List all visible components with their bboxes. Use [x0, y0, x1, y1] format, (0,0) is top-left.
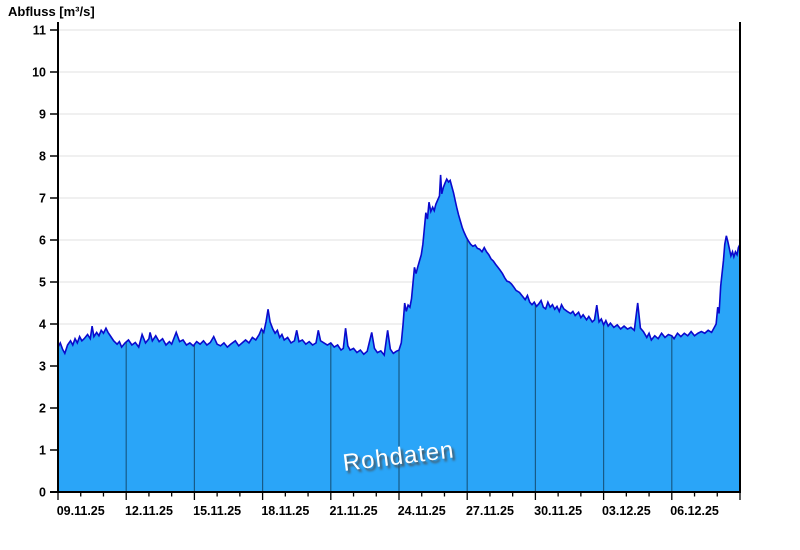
- y-tick-label: 2: [39, 402, 46, 416]
- x-tick-label: 15.11.25: [193, 504, 241, 518]
- y-tick-label: 10: [32, 66, 46, 80]
- x-tick-label: 03.12.25: [602, 504, 651, 518]
- x-tick-label: 27.11.25: [466, 504, 514, 518]
- x-tick-label: 09.11.25: [57, 504, 105, 518]
- chart-title: Abfluss [m³/s]: [8, 4, 95, 19]
- y-tick-label: 3: [39, 360, 46, 374]
- x-tick-label: 06.12.25: [670, 504, 719, 518]
- y-tick-label: 4: [39, 318, 46, 332]
- x-tick-label: 21.11.25: [330, 504, 378, 518]
- discharge-line: [57, 174, 741, 358]
- y-tick-label: 5: [39, 276, 46, 290]
- y-tick-label: 6: [39, 234, 46, 248]
- x-tick-label: 18.11.25: [261, 504, 309, 518]
- y-tick-label: 7: [39, 192, 46, 206]
- y-tick-label: 9: [39, 108, 46, 122]
- x-tick-label: 24.11.25: [398, 504, 446, 518]
- y-tick-label: 1: [39, 444, 46, 458]
- y-tick-label: 0: [39, 486, 46, 500]
- x-tick-label: 30.11.25: [534, 504, 582, 518]
- x-tick-label: 12.11.25: [125, 504, 173, 518]
- discharge-area-fill: [58, 174, 740, 492]
- y-tick-label: 11: [33, 24, 46, 38]
- y-tick-label: 8: [39, 150, 46, 164]
